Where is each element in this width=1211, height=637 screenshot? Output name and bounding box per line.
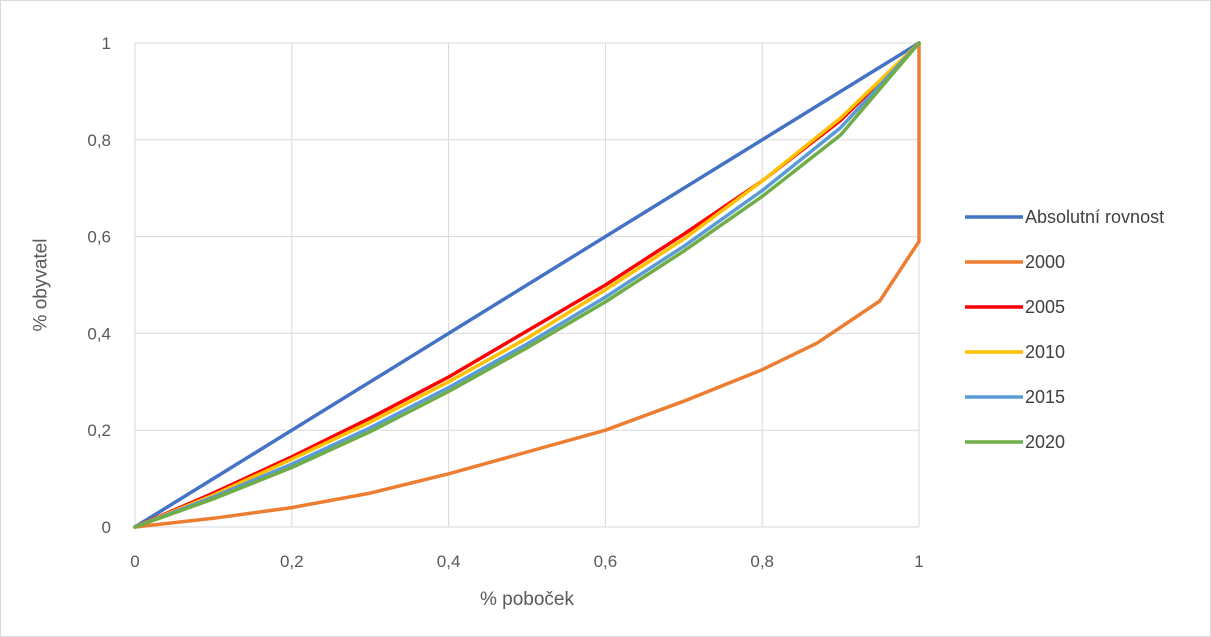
x-tick-label: 0 [130,552,139,571]
x-tick-label: 0,8 [750,552,774,571]
y-tick-label: 0,6 [87,228,111,247]
legend: Absolutní rovnost 2000 2005 2010 2015 2020 [965,207,1164,452]
y-tick-label: 0,8 [87,131,111,150]
series-lines [133,41,921,529]
series-line-5 [133,41,921,529]
y-tick-label: 0,4 [87,324,111,343]
legend-label: 2010 [1025,342,1065,362]
legend-label: Absolutní rovnost [1025,207,1164,227]
legend-label: 2015 [1025,387,1065,407]
x-axis-title: % poboček [480,589,575,610]
series-line-4 [133,41,921,529]
y-tick-label: 1 [102,34,111,53]
x-tick-label: 1 [914,552,923,571]
series-line-3 [133,41,921,529]
x-tick-labels: 0 0,2 0,4 0,6 0,8 1 [130,552,923,571]
x-tick-label: 0,4 [437,552,461,571]
y-axis-title: % obyvatel [31,239,52,332]
y-tick-label: 0 [102,518,111,537]
y-tick-label: 0,2 [87,421,111,440]
legend-label: 2005 [1025,297,1065,317]
series-line-0 [133,41,921,529]
legend-label: 2000 [1025,252,1065,272]
x-tick-label: 0,6 [594,552,618,571]
y-tick-labels: 0 0,2 0,4 0,6 0,8 1 [87,34,111,537]
series-line-1 [133,41,921,529]
legend-label: 2020 [1025,432,1065,452]
x-tick-label: 0,2 [280,552,304,571]
